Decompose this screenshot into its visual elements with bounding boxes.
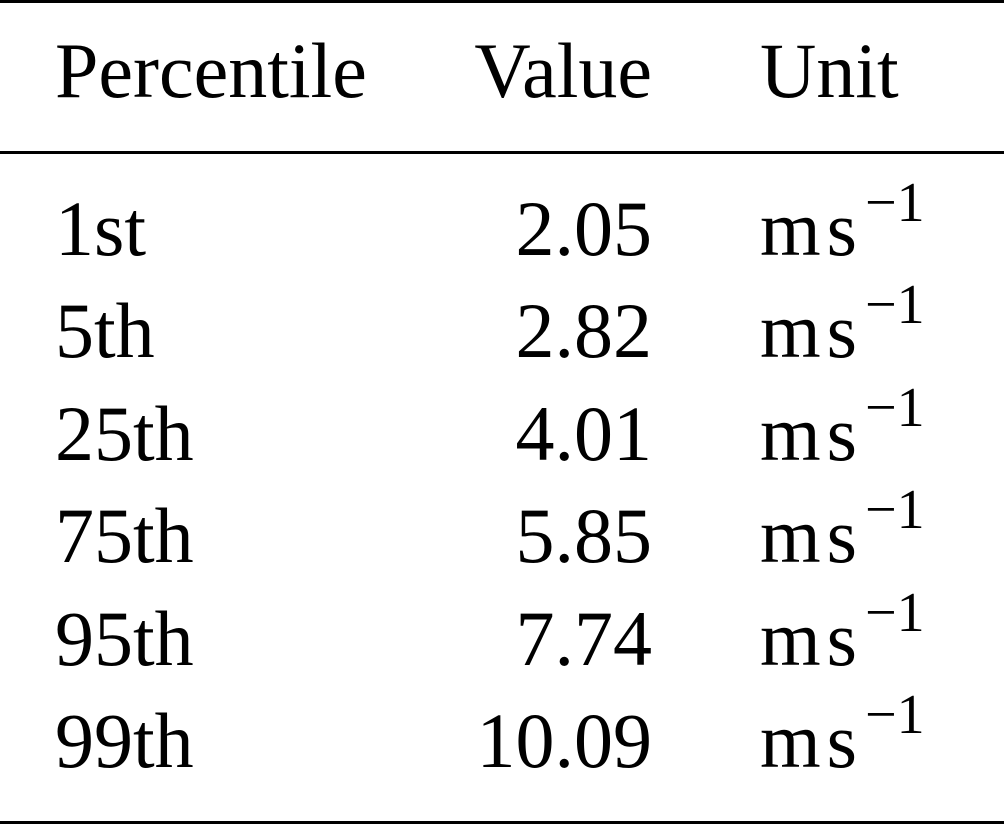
unit-m: m xyxy=(760,594,821,682)
cell-value: 2.82 xyxy=(516,292,653,370)
value-text: 5.85 xyxy=(515,492,653,580)
value-text: 10.09 xyxy=(476,697,653,784)
value-text: 2.82 xyxy=(515,287,653,375)
unit-m: m xyxy=(760,389,821,477)
cell-unit: ms −1 xyxy=(760,172,925,276)
value-text: 7.74 xyxy=(515,594,653,682)
cell-percentile: 99th xyxy=(55,702,194,780)
bottom-rule xyxy=(0,821,1004,824)
unit-m: m xyxy=(760,185,821,272)
cell-value: 4.01 xyxy=(516,394,653,473)
cell-percentile: 1st xyxy=(55,190,146,268)
unit-s: s xyxy=(826,697,858,784)
unit-s: s xyxy=(826,492,858,580)
cell-percentile: 25th xyxy=(55,394,194,473)
unit-s: s xyxy=(826,185,858,272)
percentile-text: 1st xyxy=(55,185,147,272)
top-rule xyxy=(0,0,1004,3)
cell-percentile: 5th xyxy=(55,292,155,370)
cell-unit: ms −1 xyxy=(760,684,925,788)
cell-unit: ms −1 xyxy=(760,479,925,583)
cell-unit: ms −1 xyxy=(760,377,925,481)
percentile-text: 25th xyxy=(55,389,194,477)
cell-value: 7.74 xyxy=(516,599,653,678)
cell-percentile: 95th xyxy=(55,599,194,678)
percentile-text: 75th xyxy=(55,492,194,580)
header-unit: Unit xyxy=(760,27,899,114)
unit-exponent: −1 xyxy=(865,172,925,234)
header-rule xyxy=(0,151,1004,154)
value-text: 4.01 xyxy=(515,389,653,477)
unit-s: s xyxy=(826,594,858,682)
unit-m: m xyxy=(760,492,821,580)
unit-m: m xyxy=(760,287,821,375)
cell-value: 10.09 xyxy=(477,702,653,780)
percentile-text: 5th xyxy=(55,287,155,375)
unit-exponent: −1 xyxy=(865,274,925,337)
unit-exponent: −1 xyxy=(865,376,925,439)
cell-percentile: 75th xyxy=(55,497,194,575)
cell-value: 2.05 xyxy=(516,190,653,268)
cell-value: 5.85 xyxy=(516,497,653,575)
unit-exponent: −1 xyxy=(865,479,925,542)
unit-s: s xyxy=(826,287,858,375)
unit-m: m xyxy=(760,697,821,784)
percentile-text: 99th xyxy=(55,697,194,784)
header-percentile: Percentile xyxy=(55,27,367,114)
cell-unit: ms −1 xyxy=(760,582,925,686)
value-text: 2.05 xyxy=(515,185,653,272)
unit-exponent: −1 xyxy=(865,581,925,644)
cell-unit: ms −1 xyxy=(760,274,925,378)
unit-s: s xyxy=(826,389,858,477)
unit-exponent: −1 xyxy=(865,684,925,746)
percentile-text: 95th xyxy=(55,594,194,682)
header-value: Value xyxy=(474,27,652,114)
